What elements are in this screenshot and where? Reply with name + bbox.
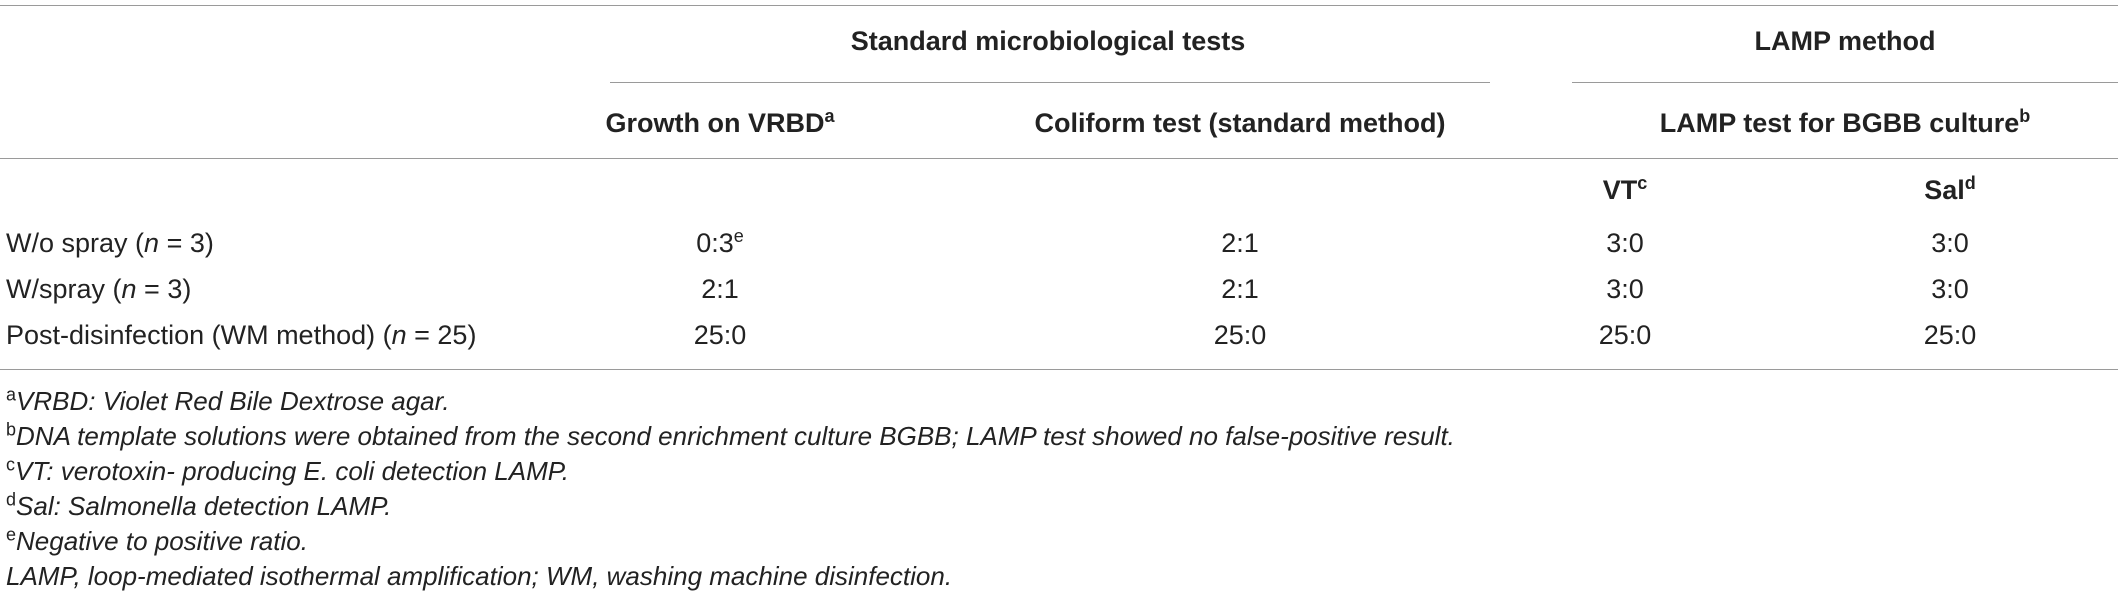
cell-coliform-wo-spray: 2:1 xyxy=(1221,228,1259,258)
column-header-sal: Sald xyxy=(1924,173,1976,205)
row-label-w-spray: W/spray (n = 3) xyxy=(6,274,192,304)
group-header-lamp: LAMP method xyxy=(1754,26,1936,56)
column-header-coliform: Coliform test (standard method) xyxy=(1034,108,1446,138)
column-header-growth: Growth on VRBDa xyxy=(605,106,835,138)
footnote-abbreviations: LAMP, loop-mediated isothermal amplifica… xyxy=(6,561,953,591)
column-header-lamp-bgbb: LAMP test for BGBB cultureb xyxy=(1659,106,2031,138)
header-bottom-rule xyxy=(0,158,2118,159)
footnote-e: eNegative to positive ratio. xyxy=(6,524,308,556)
cell-growth-w-spray: 2:1 xyxy=(701,274,739,304)
cell-coliform-w-spray: 2:1 xyxy=(1221,274,1259,304)
footnote-b: bDNA template solutions were obtained fr… xyxy=(6,419,1455,451)
cell-sal-post-disinfection: 25:0 xyxy=(1923,320,1977,350)
cell-vt-wo-spray: 3:0 xyxy=(1606,228,1644,258)
cell-growth-wo-spray: 0:3e xyxy=(696,226,744,258)
table-top-rule xyxy=(0,5,2118,6)
cell-sal-wo-spray: 3:0 xyxy=(1931,228,1969,258)
cell-vt-w-spray: 3:0 xyxy=(1606,274,1644,304)
footnote-a: aVRBD: Violet Red Bile Dextrose agar. xyxy=(6,384,450,416)
cell-vt-post-disinfection: 25:0 xyxy=(1598,320,1652,350)
column-header-vt: VTc xyxy=(1602,173,1648,205)
row-label-wo-spray: W/o spray (n = 3) xyxy=(6,228,214,258)
group-header-standard: Standard microbiological tests xyxy=(850,26,1246,56)
cell-sal-w-spray: 3:0 xyxy=(1931,274,1969,304)
lamp-group-rule xyxy=(1572,82,2118,83)
cell-coliform-post-disinfection: 25:0 xyxy=(1213,320,1267,350)
standard-group-rule xyxy=(610,82,1490,83)
footnote-c: cVT: verotoxin- producing E. coli detect… xyxy=(6,454,569,486)
footnote-d: dSal: Salmonella detection LAMP. xyxy=(6,489,392,521)
table-bottom-rule xyxy=(0,369,2118,370)
cell-growth-post-disinfection: 25:0 xyxy=(693,320,747,350)
row-label-post-disinfection: Post-disinfection (WM method) (n = 25) xyxy=(6,320,477,350)
